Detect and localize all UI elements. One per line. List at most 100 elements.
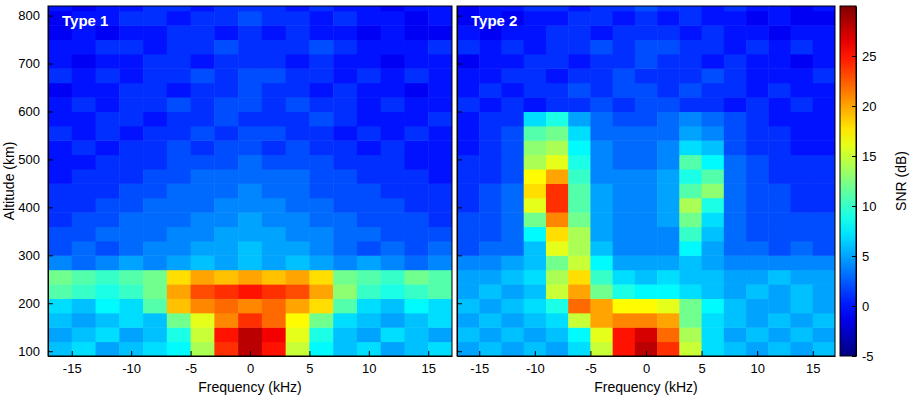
heatmap-cell: [143, 40, 167, 55]
heatmap-cell: [381, 212, 405, 227]
heatmap-cell: [479, 140, 502, 155]
heatmap-cell: [96, 97, 120, 112]
heatmap-cell: [524, 6, 547, 11]
heatmap-cell: [286, 298, 310, 313]
heatmap-cell: [546, 25, 569, 40]
heatmap-cell: [96, 126, 120, 141]
heatmap-cell: [546, 40, 569, 55]
heatmap-cell: [262, 255, 286, 270]
heatmap-cell: [457, 183, 480, 198]
heatmap-cell: [191, 54, 215, 69]
heatmap-cell: [404, 255, 428, 270]
heatmap-cell: [48, 327, 72, 342]
heatmap-cell: [746, 54, 769, 69]
heatmap-cell: [613, 6, 636, 11]
heatmap-cell: [191, 169, 215, 184]
heatmap-cell: [590, 54, 613, 69]
heatmap-cell: [613, 111, 636, 126]
heatmap-cell: [479, 255, 502, 270]
tick-mark: [250, 351, 251, 356]
heatmap-cell: [238, 342, 262, 356]
heatmap-cell: [479, 6, 502, 11]
y-axis: [457, 7, 462, 357]
heatmap-cell: [524, 40, 547, 55]
heatmap-cell: [381, 155, 405, 170]
heatmap-cell: [457, 298, 480, 313]
heatmap-cell: [679, 97, 702, 112]
heatmap-cell: [143, 25, 167, 40]
heatmap-cell: [568, 270, 591, 285]
heatmap-cell: [568, 25, 591, 40]
heatmap-cell: [167, 298, 191, 313]
heatmap-cell: [309, 212, 333, 227]
heatmap-cell: [657, 83, 680, 98]
heatmap-cell: [590, 83, 613, 98]
tick: [457, 159, 462, 160]
heatmap-cell: [48, 255, 72, 270]
tick: 5: [306, 351, 313, 376]
x-axis-title: Frequency (kHz): [198, 379, 301, 395]
heatmap-cell: [214, 155, 238, 170]
heatmap-cell: [590, 284, 613, 299]
heatmap-cell: [546, 155, 569, 170]
tick-mark: [48, 159, 53, 160]
tick: [457, 207, 462, 208]
heatmap-cell: [457, 97, 480, 112]
heatmap-cell: [191, 270, 215, 285]
heatmap-cell: [404, 111, 428, 126]
heatmap-cell: [48, 68, 72, 83]
tick-mark: [813, 351, 814, 356]
heatmap-cell: [357, 97, 381, 112]
heatmap: [457, 6, 835, 356]
heatmap-cell: [768, 140, 791, 155]
heatmap-cell: [167, 83, 191, 98]
heatmap-cell: [568, 68, 591, 83]
heatmap-cell: [191, 68, 215, 83]
heatmap-cell: [191, 313, 215, 328]
heatmap-cell: [381, 11, 405, 26]
tick: 100: [18, 344, 53, 359]
heatmap-cell: [657, 54, 680, 69]
heatmap-cell: [143, 270, 167, 285]
heatmap-cell: [457, 54, 480, 69]
heatmap-cell: [546, 298, 569, 313]
heatmap-cell: [679, 198, 702, 213]
heatmap-cell: [635, 169, 658, 184]
heatmap-cell: [404, 97, 428, 112]
heatmap-cell: [479, 241, 502, 256]
heatmap-cell: [357, 241, 381, 256]
heatmap-cell: [48, 241, 72, 256]
tick: 700: [18, 56, 53, 71]
heatmap-cell: [746, 284, 769, 299]
heatmap-cell: [286, 25, 310, 40]
heatmap-cell: [724, 284, 747, 299]
tick-label: 0: [643, 361, 650, 376]
heatmap-cell: [791, 284, 814, 299]
heatmap-cell: [428, 313, 452, 328]
heatmap-cell: [657, 298, 680, 313]
heatmap-cell: [768, 11, 791, 26]
heatmap-cell: [746, 40, 769, 55]
heatmap-cell: [635, 83, 658, 98]
heatmap-cell: [381, 140, 405, 155]
heatmap-cell: [679, 255, 702, 270]
heatmap-cell: [501, 54, 524, 69]
tick: 0: [643, 351, 650, 376]
tick-mark: [48, 351, 53, 352]
heatmap-cell: [167, 270, 191, 285]
heatmap-cell: [357, 111, 381, 126]
heatmap-cell: [381, 83, 405, 98]
tick: 0: [247, 351, 254, 376]
plot-frame: [48, 6, 452, 356]
heatmap-cell: [613, 342, 636, 356]
heatmap-cell: [613, 241, 636, 256]
heatmap-cell: [119, 327, 143, 342]
heatmap-cell: [286, 97, 310, 112]
tick: 0: [852, 299, 869, 314]
heatmap-cell: [501, 169, 524, 184]
heatmap-cell: [96, 6, 120, 11]
tick: [457, 64, 462, 65]
heatmap-cell: [96, 298, 120, 313]
heatmap-cell: [702, 83, 725, 98]
heatmap-cell: [262, 11, 286, 26]
